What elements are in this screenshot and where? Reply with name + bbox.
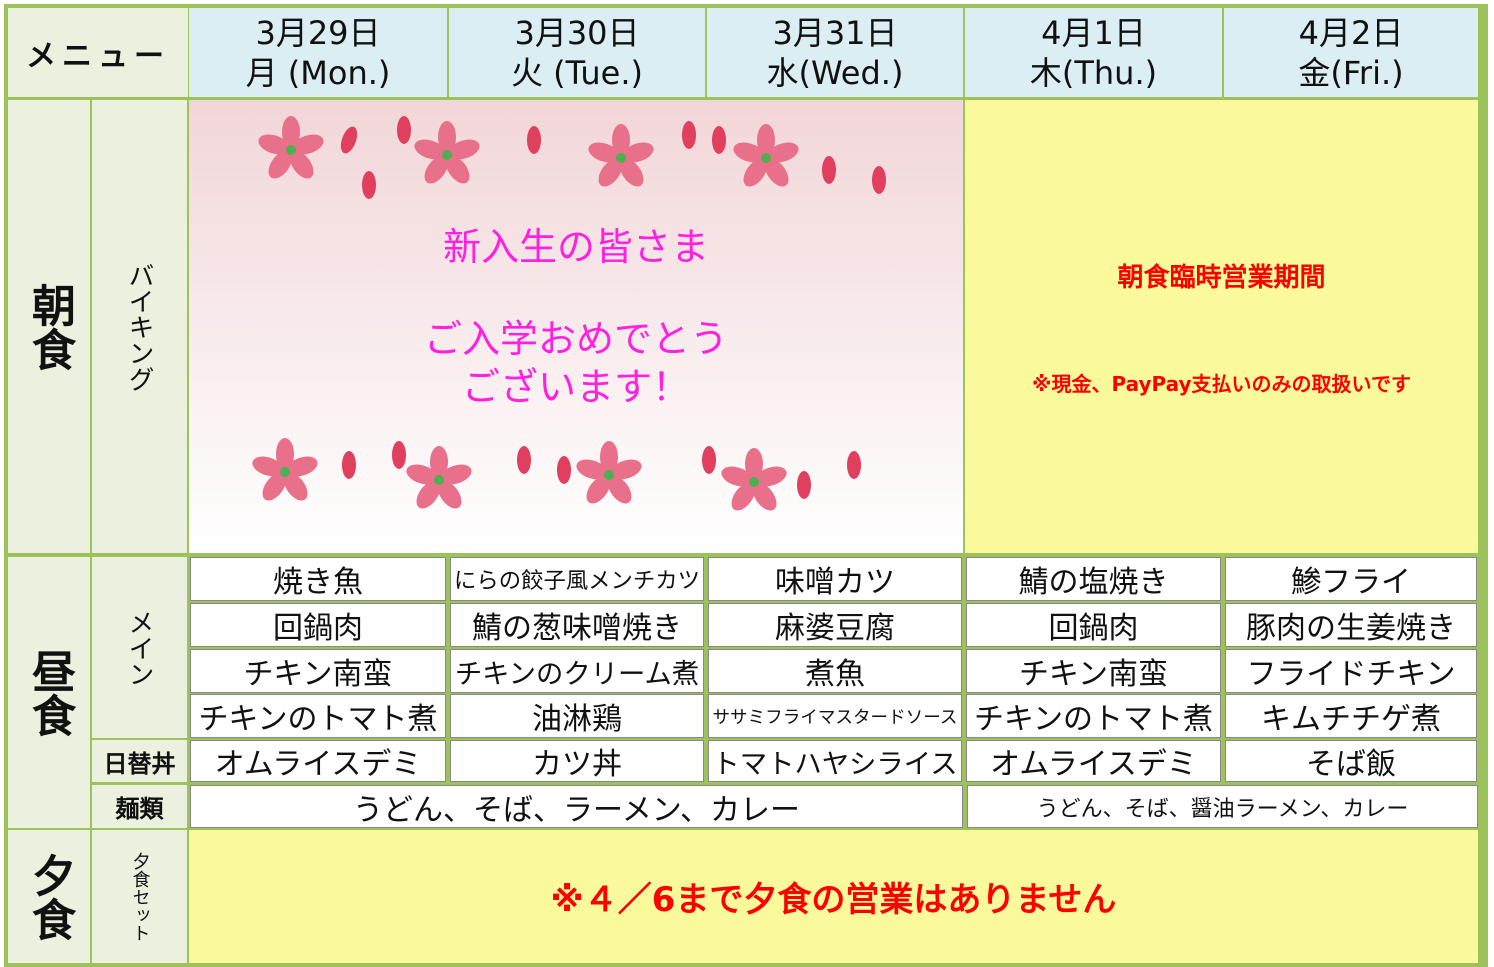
daily-bowl: オムライスデミ bbox=[190, 740, 446, 782]
day-weekday: 金(Fri.) bbox=[1298, 53, 1404, 92]
day-date: 3月31日 bbox=[772, 13, 898, 52]
main-dish: チキンのトマト煮 bbox=[966, 694, 1221, 738]
main-dish: 豚肉の生姜焼き bbox=[1225, 603, 1477, 647]
notice-note: ※現金、PayPay支払いのみの取扱いです bbox=[1032, 371, 1411, 396]
dinner-notice: ※４／6まで夕食の営業はありません bbox=[189, 830, 1478, 963]
noodle-label: 麺類 bbox=[92, 785, 187, 828]
main-dish: フライドチキン bbox=[1225, 649, 1477, 693]
day-header: 3月29日月 (Mon.) bbox=[189, 8, 447, 97]
welcome-line: ございます！ bbox=[461, 364, 690, 409]
welcome-line: ご入学おめでとう bbox=[423, 316, 728, 361]
main-dish: 麻婆豆腐 bbox=[708, 603, 962, 647]
main-dish: チキン南蛮 bbox=[190, 649, 446, 693]
main-dish: 回鍋肉 bbox=[190, 603, 446, 647]
breakfast-notice: 朝食臨時営業期間 ※現金、PayPay支払いのみの取扱いです bbox=[965, 100, 1478, 553]
breakfast-type: バイキング bbox=[92, 100, 187, 553]
menu-label: メニュー bbox=[8, 8, 188, 97]
daily-bowl: トマトハヤシライス bbox=[708, 740, 962, 782]
welcome-text: 新入生の皆さま ご入学おめでとう ございます！ bbox=[424, 223, 728, 411]
main-dish: チキンのクリーム煮 bbox=[450, 649, 704, 693]
dinner-type: 夕食セット bbox=[92, 830, 187, 963]
main-dish: 油淋鶏 bbox=[450, 694, 704, 738]
day-header: 3月31日 水(Wed.) bbox=[707, 8, 963, 97]
day-date: 4月2日 bbox=[1298, 13, 1404, 52]
day-header: 4月2日 金(Fri.) bbox=[1224, 8, 1478, 97]
daily-bowl: オムライスデミ bbox=[966, 740, 1221, 782]
main-dish: にらの餃子風メンチカツ bbox=[450, 557, 704, 601]
day-weekday: 水(Wed.) bbox=[766, 53, 904, 92]
main-dish: 鯵フライ bbox=[1225, 557, 1477, 601]
main-dish: 味噌カツ bbox=[708, 557, 962, 601]
lunch-label: 昼食 bbox=[8, 557, 90, 828]
noodles: うどん、そば、醤油ラーメン、カレー bbox=[967, 785, 1478, 828]
notice-title: 朝食臨時営業期間 bbox=[1117, 262, 1326, 293]
welcome-panel: 新入生の皆さま ご入学おめでとう ございます！ bbox=[189, 100, 963, 553]
main-dish: 鯖の塩焼き bbox=[966, 557, 1221, 601]
breakfast-label: 朝食 bbox=[8, 100, 90, 553]
welcome-line: 新入生の皆さま bbox=[442, 224, 709, 269]
main-dish: チキン南蛮 bbox=[966, 649, 1221, 693]
main-dish: チキンのトマト煮 bbox=[190, 694, 446, 738]
daily-label: 日替丼 bbox=[92, 740, 187, 782]
main-dish: キムチチゲ煮 bbox=[1225, 694, 1477, 738]
day-header: 3月30日火 (Tue.) bbox=[449, 8, 705, 97]
daily-bowl: カツ丼 bbox=[450, 740, 704, 782]
main-dish: 回鍋肉 bbox=[966, 603, 1221, 647]
day-date: 4月1日 bbox=[1041, 13, 1146, 52]
day-date: 3月30日 bbox=[514, 13, 640, 52]
main-label: メイン bbox=[92, 557, 187, 738]
daily-bowl: そば飯 bbox=[1225, 740, 1477, 782]
main-dish: ササミフライマスタードソース bbox=[708, 694, 962, 738]
dinner-label: 夕食 bbox=[8, 830, 90, 963]
main-dish: 煮魚 bbox=[708, 649, 962, 693]
main-dish: 焼き魚 bbox=[190, 557, 446, 601]
day-weekday: 月 (Mon.) bbox=[245, 53, 391, 92]
day-weekday: 火 (Tue.) bbox=[511, 53, 643, 92]
day-date: 3月29日 bbox=[255, 13, 381, 52]
noodles: うどん、そば、ラーメン、カレー bbox=[190, 785, 963, 828]
main-dish: 鯖の葱味噌焼き bbox=[450, 603, 704, 647]
day-weekday: 木(Thu.) bbox=[1029, 53, 1158, 92]
day-header: 4月1日 木(Thu.) bbox=[965, 8, 1222, 97]
